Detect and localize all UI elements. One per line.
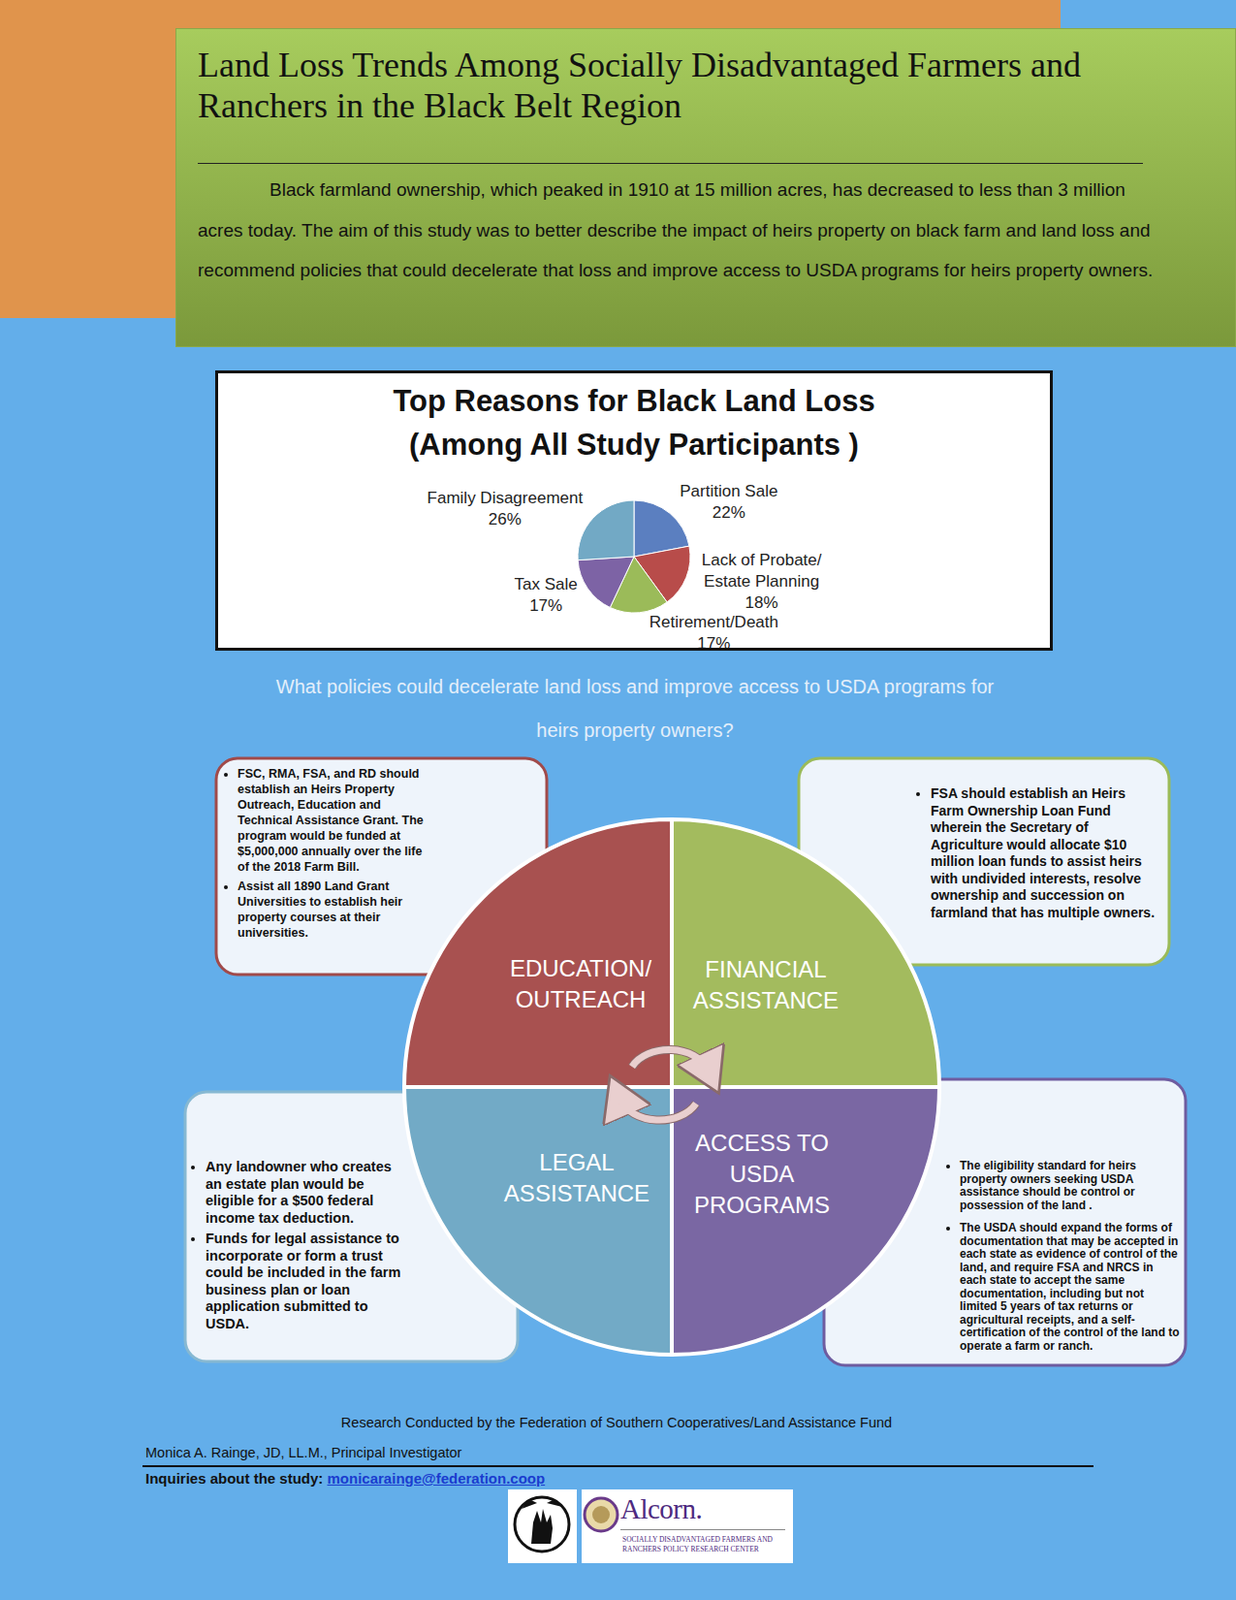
html-text:Land Loss Trends Among Sociall: Land Loss Trends Among Socially Disadvan… <box>197 45 1081 126</box>
html-text:SOCIALLY DISADVANTAGED FARMERS: SOCIALLY DISADVANTAGED FARMERS AND RANCH… <box>622 1534 773 1553</box>
html-text:Any landowner who creates an e: Any landowner who creates an estate plan… <box>205 1158 392 1225</box>
svg-text:EDUCATION/OUTREACH: EDUCATION/OUTREACH <box>509 954 653 1013</box>
html-text:The eligibility standard for h: The eligibility standard for heirs prope… <box>959 1158 1137 1212</box>
html-text:Alcorn.: Alcorn. <box>620 1492 703 1524</box>
html-text:What policies could decelerate: What policies could decelerate land loss… <box>276 675 994 741</box>
svg-text:Family Disagreement26%: Family Disagreement26% <box>427 488 584 529</box>
html-text:Top Reasons for Black Land Los: Top Reasons for Black Land Loss <box>392 383 875 418</box>
svg-text:Lack of Probate/Estate Plannin: Lack of Probate/Estate Planning18% <box>701 550 823 612</box>
svg-text:LEGALASSISTANCE: LEGALASSISTANCE <box>504 1148 650 1206</box>
html-text:Black farmland ownership, whic: Black farmland ownership, which peaked i… <box>197 179 1153 281</box>
html-text:FSA should establish an Heirs: FSA should establish an Heirs Farm Owner… <box>930 785 1155 920</box>
svg-text:Retirement/Death17%: Retirement/Death17% <box>649 612 779 648</box>
svg-text:FINANCIALASSISTANCE: FINANCIALASSISTANCE <box>693 955 839 1014</box>
svg-text:Tax Sale17%: Tax Sale17% <box>514 574 578 615</box>
svg-text:Partition Sale22%: Partition Sale22% <box>679 481 778 522</box>
html-text:Assist all 1890 Land Grant Uni: Assist all 1890 Land Grant Universities … <box>237 879 403 940</box>
html-text:Research Conducted by the Fede: Research Conducted by the Federation of … <box>341 1414 892 1430</box>
html-text:(Among All Study Participants: (Among All Study Participants ) <box>409 427 859 462</box>
svg-text:ACCESS TOUSDAPROGRAMS: ACCESS TOUSDAPROGRAMS <box>694 1129 830 1218</box>
html-text:FSC, RMA, FSA, and RD should e: FSC, RMA, FSA, and RD should establish a… <box>237 766 424 874</box>
html-text:Inquiries about the study: mon: Inquiries about the study: monicarainge@… <box>145 1469 546 1487</box>
html-text:The USDA should expand the for: The USDA should expand the forms of docu… <box>959 1220 1180 1352</box>
html-text:Monica A. Rainge, JD, LL.M., P: Monica A. Rainge, JD, LL.M., Principal I… <box>145 1444 462 1460</box>
html-text:Funds for legal assistance to: Funds for legal assistance to incorporat… <box>205 1230 401 1331</box>
